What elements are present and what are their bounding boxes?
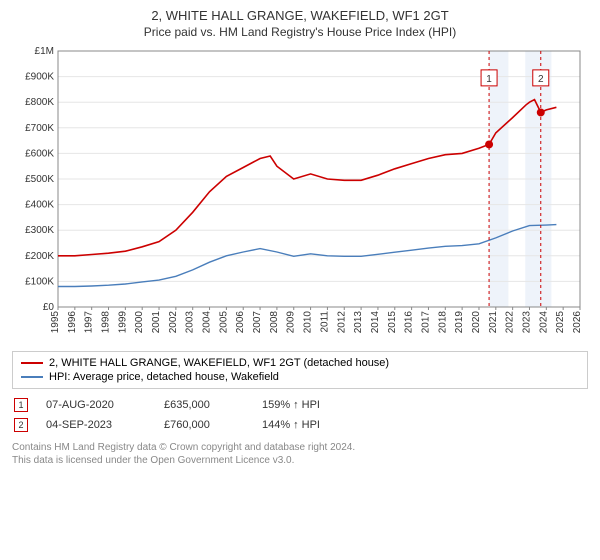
svg-text:2009: 2009	[286, 311, 297, 334]
svg-text:2: 2	[538, 74, 544, 85]
svg-text:2025: 2025	[555, 311, 566, 334]
footer-line-2: This data is licensed under the Open Gov…	[12, 454, 588, 467]
svg-text:2005: 2005	[218, 311, 229, 334]
svg-text:2010: 2010	[303, 311, 314, 334]
legend-swatch	[21, 376, 43, 378]
transaction-marker: 1	[14, 398, 28, 412]
footer-line-1: Contains HM Land Registry data © Crown c…	[12, 441, 588, 454]
svg-text:2003: 2003	[185, 311, 196, 334]
svg-text:2015: 2015	[387, 311, 398, 334]
transactions-table: 1 07-AUG-2020 £635,000 159% ↑ HPI 2 04-SEP-20…	[12, 395, 588, 435]
transaction-date: 04-SEP-2023	[46, 419, 146, 431]
svg-text:£700K: £700K	[25, 123, 54, 134]
transaction-hpi: 144% ↑ HPI	[262, 419, 320, 431]
svg-text:2017: 2017	[420, 311, 431, 334]
svg-text:1996: 1996	[67, 311, 78, 334]
svg-text:1995: 1995	[50, 311, 61, 334]
transaction-marker: 2	[14, 418, 28, 432]
chart-title: 2, WHITE HALL GRANGE, WAKEFIELD, WF1 2GT	[12, 8, 588, 23]
transaction-row: 2 04-SEP-2023 £760,000 144% ↑ HPI	[12, 415, 588, 435]
svg-text:£900K: £900K	[25, 72, 54, 83]
transaction-row: 1 07-AUG-2020 £635,000 159% ↑ HPI	[12, 395, 588, 415]
svg-text:2026: 2026	[572, 311, 583, 334]
svg-text:2006: 2006	[235, 311, 246, 334]
transaction-price: £760,000	[164, 419, 244, 431]
svg-text:2024: 2024	[538, 311, 549, 334]
chart-subtitle: Price paid vs. HM Land Registry's House …	[12, 25, 588, 39]
price-chart: £0£100K£200K£300K£400K£500K£600K£700K£80…	[12, 45, 588, 345]
svg-text:£1M: £1M	[35, 46, 54, 57]
legend-label: 2, WHITE HALL GRANGE, WAKEFIELD, WF1 2GT…	[49, 357, 389, 369]
svg-text:2004: 2004	[202, 311, 213, 334]
svg-text:2016: 2016	[404, 311, 415, 334]
svg-text:2012: 2012	[336, 311, 347, 334]
svg-text:1999: 1999	[117, 311, 128, 334]
svg-text:2018: 2018	[437, 311, 448, 334]
svg-text:£500K: £500K	[25, 174, 54, 185]
svg-text:2002: 2002	[168, 311, 179, 334]
footer-attribution: Contains HM Land Registry data © Crown c…	[12, 441, 588, 467]
svg-text:2014: 2014	[370, 311, 381, 334]
svg-text:1997: 1997	[84, 311, 95, 334]
svg-text:2011: 2011	[319, 311, 330, 333]
legend-swatch	[21, 362, 43, 364]
svg-text:£100K: £100K	[25, 276, 54, 287]
svg-text:£300K: £300K	[25, 225, 54, 236]
svg-text:2019: 2019	[454, 311, 465, 334]
svg-text:2022: 2022	[505, 311, 516, 334]
svg-text:2008: 2008	[269, 311, 280, 334]
transaction-hpi: 159% ↑ HPI	[262, 399, 320, 411]
legend-item: HPI: Average price, detached house, Wake…	[21, 370, 579, 384]
legend-label: HPI: Average price, detached house, Wake…	[49, 371, 279, 383]
svg-text:2001: 2001	[151, 311, 162, 334]
transaction-price: £635,000	[164, 399, 244, 411]
svg-text:2023: 2023	[521, 311, 532, 334]
svg-text:£600K: £600K	[25, 148, 54, 159]
svg-text:1998: 1998	[101, 311, 112, 334]
svg-text:1: 1	[486, 74, 492, 85]
svg-text:2007: 2007	[252, 311, 263, 334]
legend: 2, WHITE HALL GRANGE, WAKEFIELD, WF1 2GT…	[12, 351, 588, 389]
svg-text:£800K: £800K	[25, 97, 54, 108]
svg-text:£400K: £400K	[25, 200, 54, 211]
transaction-date: 07-AUG-2020	[46, 399, 146, 411]
svg-text:2021: 2021	[488, 311, 499, 334]
arrow-up-icon: ↑	[293, 399, 299, 411]
svg-text:2020: 2020	[471, 311, 482, 334]
svg-text:£200K: £200K	[25, 251, 54, 262]
svg-text:2000: 2000	[134, 311, 145, 334]
arrow-up-icon: ↑	[293, 419, 299, 431]
svg-text:2013: 2013	[353, 311, 364, 334]
legend-item: 2, WHITE HALL GRANGE, WAKEFIELD, WF1 2GT…	[21, 356, 579, 370]
